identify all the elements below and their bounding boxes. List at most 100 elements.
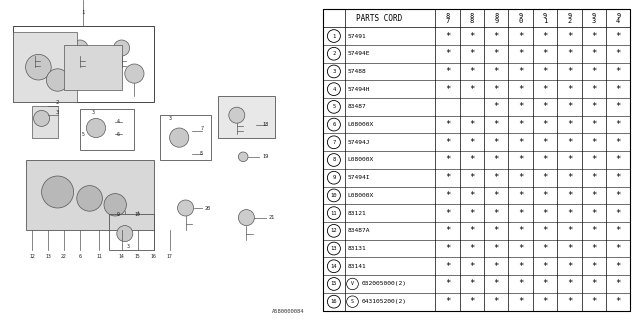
Text: 20: 20 (205, 205, 211, 211)
Text: *: * (542, 85, 548, 94)
Text: 3: 3 (168, 116, 171, 121)
Text: 3: 3 (56, 109, 60, 115)
Text: *: * (616, 209, 621, 218)
Text: *: * (493, 49, 499, 58)
Text: *: * (567, 102, 572, 111)
Text: 83121: 83121 (348, 211, 367, 216)
Text: *: * (542, 49, 548, 58)
Text: *: * (518, 138, 524, 147)
Circle shape (117, 226, 133, 242)
Text: *: * (469, 173, 475, 182)
Text: 1: 1 (81, 10, 85, 15)
Bar (13, 32, 77, 102)
Text: *: * (445, 262, 450, 271)
Text: *: * (616, 262, 621, 271)
Text: *: * (542, 226, 548, 235)
Text: *: * (616, 49, 621, 58)
Text: L08000X: L08000X (348, 157, 374, 163)
Text: *: * (616, 156, 621, 164)
Text: *: * (616, 85, 621, 94)
Text: *: * (518, 244, 524, 253)
Text: 13: 13 (331, 246, 337, 251)
Text: *: * (518, 85, 524, 94)
Text: 9
2: 9 2 (567, 12, 572, 24)
Text: *: * (567, 120, 572, 129)
Text: *: * (542, 191, 548, 200)
Text: 4: 4 (117, 119, 120, 124)
Text: *: * (616, 120, 621, 129)
Text: *: * (493, 67, 499, 76)
Text: L08000X: L08000X (348, 193, 374, 198)
Text: 57494H: 57494H (348, 87, 371, 92)
Text: *: * (493, 173, 499, 182)
Circle shape (238, 210, 255, 226)
Bar (109, 214, 154, 250)
Text: 2: 2 (332, 51, 335, 56)
Text: 8: 8 (332, 157, 335, 163)
Bar (218, 96, 275, 138)
Text: 57494E: 57494E (348, 51, 371, 56)
Text: S: S (351, 299, 354, 304)
Text: 57491: 57491 (348, 34, 367, 38)
Text: *: * (542, 102, 548, 111)
Text: *: * (591, 67, 596, 76)
Circle shape (114, 40, 130, 56)
Text: *: * (445, 120, 450, 129)
Text: 10: 10 (331, 193, 337, 198)
Text: PARTS CORD: PARTS CORD (356, 14, 403, 23)
Text: *: * (493, 209, 499, 218)
Text: *: * (567, 67, 572, 76)
Text: *: * (616, 102, 621, 111)
Text: *: * (445, 138, 450, 147)
Text: *: * (518, 262, 524, 271)
Circle shape (170, 128, 189, 147)
Text: 15: 15 (135, 253, 140, 259)
Text: 21: 21 (269, 215, 275, 220)
Text: 8
7: 8 7 (445, 12, 450, 24)
Text: *: * (518, 102, 524, 111)
Text: A580000084: A580000084 (271, 308, 304, 314)
Bar (32, 106, 58, 138)
Text: 83141: 83141 (348, 264, 367, 269)
Circle shape (34, 110, 50, 126)
Text: *: * (493, 297, 499, 306)
Circle shape (42, 176, 74, 208)
Text: *: * (542, 120, 548, 129)
Text: V: V (351, 282, 354, 286)
Text: 043105200(2): 043105200(2) (362, 299, 407, 304)
Text: *: * (445, 49, 450, 58)
Text: *: * (567, 191, 572, 200)
Text: *: * (493, 120, 499, 129)
Text: *: * (518, 226, 524, 235)
Text: 22: 22 (61, 253, 67, 259)
Text: *: * (567, 32, 572, 41)
Text: 19: 19 (262, 154, 269, 159)
Text: *: * (591, 120, 596, 129)
Text: *: * (591, 191, 596, 200)
Text: *: * (616, 32, 621, 41)
Text: *: * (542, 209, 548, 218)
Text: *: * (469, 32, 475, 41)
Text: 9: 9 (332, 175, 335, 180)
Text: 1: 1 (332, 34, 335, 38)
Text: 13: 13 (45, 253, 51, 259)
Text: *: * (591, 102, 596, 111)
Text: 7: 7 (200, 125, 203, 131)
Text: 3: 3 (127, 244, 129, 249)
Text: *: * (493, 85, 499, 94)
Text: 9
3: 9 3 (592, 12, 596, 24)
Text: *: * (616, 297, 621, 306)
Bar (26, 160, 154, 230)
Text: *: * (493, 244, 499, 253)
Text: *: * (445, 32, 450, 41)
Text: 5: 5 (332, 104, 335, 109)
Text: *: * (591, 49, 596, 58)
Text: *: * (518, 191, 524, 200)
Text: *: * (616, 138, 621, 147)
Circle shape (46, 69, 69, 91)
Text: 9: 9 (117, 212, 120, 217)
Text: 17: 17 (167, 253, 172, 259)
Text: *: * (469, 120, 475, 129)
Text: *: * (542, 297, 548, 306)
Text: *: * (469, 156, 475, 164)
